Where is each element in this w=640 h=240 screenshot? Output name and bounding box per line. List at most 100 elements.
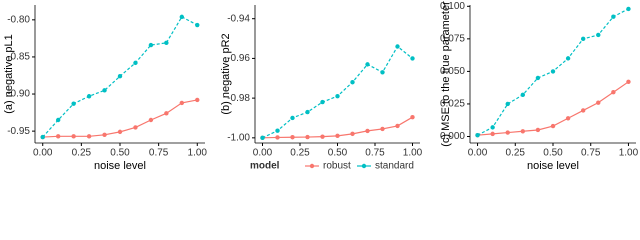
data-point bbox=[102, 132, 107, 138]
data-point bbox=[275, 128, 280, 133]
x-tick-label: 0.00 bbox=[468, 148, 488, 159]
data-point bbox=[117, 74, 123, 79]
data-point bbox=[102, 88, 107, 93]
data-point bbox=[626, 79, 631, 85]
data-point bbox=[133, 125, 138, 130]
legend-marker bbox=[361, 163, 367, 169]
legend-label: standard bbox=[375, 161, 414, 172]
data-point bbox=[164, 111, 169, 116]
data-point bbox=[305, 109, 310, 115]
y-tick-label: 0.000 bbox=[440, 131, 465, 142]
series-line bbox=[262, 45, 413, 139]
x-tick-label: 0.75 bbox=[149, 148, 169, 159]
y-tick-label: -0.98 bbox=[227, 93, 250, 104]
data-point bbox=[164, 40, 169, 46]
x-tick-label: 0.50 bbox=[543, 148, 563, 159]
y-tick-label: -0.96 bbox=[227, 53, 250, 64]
x-tick-label: 0.75 bbox=[581, 148, 601, 159]
legend-label: robust bbox=[323, 161, 351, 172]
data-point bbox=[580, 36, 586, 42]
data-point bbox=[535, 75, 541, 81]
y-axis-label: (b) negative pR2 bbox=[220, 33, 232, 114]
data-point bbox=[320, 99, 325, 105]
data-point bbox=[305, 134, 310, 140]
data-point bbox=[505, 130, 510, 135]
data-point bbox=[596, 100, 601, 105]
data-point bbox=[275, 135, 280, 140]
y-tick-label: -0.85 bbox=[7, 52, 30, 63]
x-tick-label: 0.50 bbox=[328, 148, 348, 159]
x-axis-label: noise level bbox=[527, 160, 579, 172]
data-point bbox=[626, 6, 631, 12]
data-point bbox=[380, 126, 385, 132]
y-tick-label: 0.075 bbox=[440, 33, 465, 44]
x-tick-label: 1.00 bbox=[188, 148, 208, 159]
data-point bbox=[55, 134, 61, 139]
data-point bbox=[611, 14, 616, 19]
y-tick-label: -0.94 bbox=[227, 13, 250, 24]
data-point bbox=[565, 56, 571, 61]
data-point bbox=[71, 134, 76, 139]
data-point bbox=[86, 134, 92, 139]
data-point bbox=[55, 117, 61, 123]
y-tick-label: 0.100 bbox=[440, 1, 465, 12]
x-tick-label: 0.00 bbox=[253, 148, 273, 159]
data-point bbox=[410, 56, 415, 61]
x-tick-label: 0.25 bbox=[290, 148, 310, 159]
data-point bbox=[350, 131, 355, 137]
data-point bbox=[550, 69, 556, 74]
data-point bbox=[410, 114, 415, 120]
legend-marker bbox=[309, 163, 315, 169]
x-tick-label: 0.00 bbox=[33, 148, 53, 159]
y-axis-label: (a) negative pL1 bbox=[3, 34, 15, 114]
y-tick-label: -0.95 bbox=[7, 126, 30, 137]
data-point bbox=[550, 123, 556, 129]
data-point bbox=[148, 42, 154, 48]
data-point bbox=[380, 70, 385, 75]
x-axis-label: noise level bbox=[94, 160, 146, 172]
data-point bbox=[565, 116, 571, 121]
y-axis-label: (c) MSE to the true parameter bbox=[440, 1, 452, 147]
data-point bbox=[40, 134, 45, 140]
data-point bbox=[290, 135, 295, 140]
data-point bbox=[350, 80, 355, 85]
x-tick-label: 0.25 bbox=[506, 148, 526, 159]
x-tick-label: 0.25 bbox=[72, 148, 92, 159]
data-point bbox=[395, 44, 400, 49]
data-point bbox=[179, 100, 185, 106]
data-point bbox=[117, 129, 123, 135]
y-tick-label: -0.90 bbox=[7, 89, 30, 100]
data-point bbox=[535, 127, 541, 133]
data-point bbox=[133, 60, 138, 66]
legend-title: model bbox=[250, 161, 280, 172]
x-tick-label: 0.50 bbox=[110, 148, 130, 159]
data-point bbox=[148, 117, 154, 123]
data-point bbox=[335, 93, 340, 99]
y-tick-label: 0.050 bbox=[440, 66, 465, 77]
data-point bbox=[260, 135, 265, 141]
y-tick-label: -1.00 bbox=[227, 132, 250, 143]
data-point bbox=[365, 62, 370, 67]
data-point bbox=[596, 32, 601, 38]
data-point bbox=[290, 115, 295, 121]
data-point bbox=[365, 128, 370, 134]
data-point bbox=[520, 129, 526, 134]
y-tick-label: 0.025 bbox=[440, 99, 465, 110]
x-tick-label: 1.00 bbox=[403, 148, 423, 159]
data-point bbox=[195, 22, 200, 28]
data-point bbox=[86, 94, 92, 99]
data-point bbox=[71, 101, 76, 106]
x-tick-label: 1.00 bbox=[619, 148, 639, 159]
data-point bbox=[195, 97, 200, 103]
data-point bbox=[395, 123, 400, 129]
data-point bbox=[320, 134, 325, 139]
y-tick-label: -0.80 bbox=[7, 14, 30, 25]
data-point bbox=[490, 125, 495, 130]
data-point bbox=[505, 101, 510, 107]
data-point bbox=[475, 132, 480, 138]
data-point bbox=[580, 108, 586, 113]
data-point bbox=[520, 92, 526, 98]
data-point bbox=[335, 133, 340, 139]
x-tick-label: 0.75 bbox=[365, 148, 385, 159]
data-point bbox=[611, 90, 616, 95]
